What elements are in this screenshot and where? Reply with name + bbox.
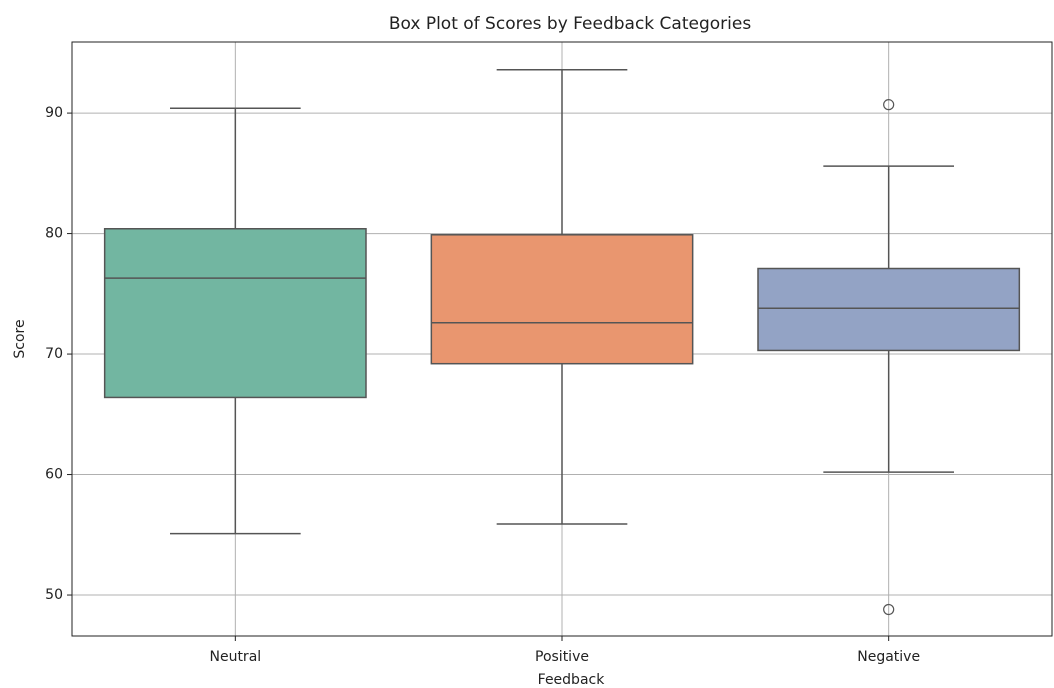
box	[430, 234, 694, 365]
x-axis-label: Feedback	[538, 672, 606, 688]
y-tick-label: 90	[45, 105, 63, 121]
outlier	[883, 99, 895, 111]
y-axis-label: Score	[12, 319, 28, 358]
x-tick-label: Negative	[857, 649, 920, 665]
y-tick-label: 50	[45, 587, 63, 603]
outlier	[883, 603, 895, 616]
y-tick-label: 70	[45, 346, 63, 362]
x-tick-label: Neutral	[209, 649, 261, 665]
chart-title: Box Plot of Scores by Feedback Categorie…	[389, 14, 752, 34]
box	[103, 228, 367, 399]
x-tick-label: Positive	[535, 649, 589, 665]
y-tick-label: 80	[45, 226, 63, 242]
y-tick-label: 60	[45, 467, 63, 483]
box	[757, 267, 1021, 352]
plot-frame	[71, 41, 1053, 637]
